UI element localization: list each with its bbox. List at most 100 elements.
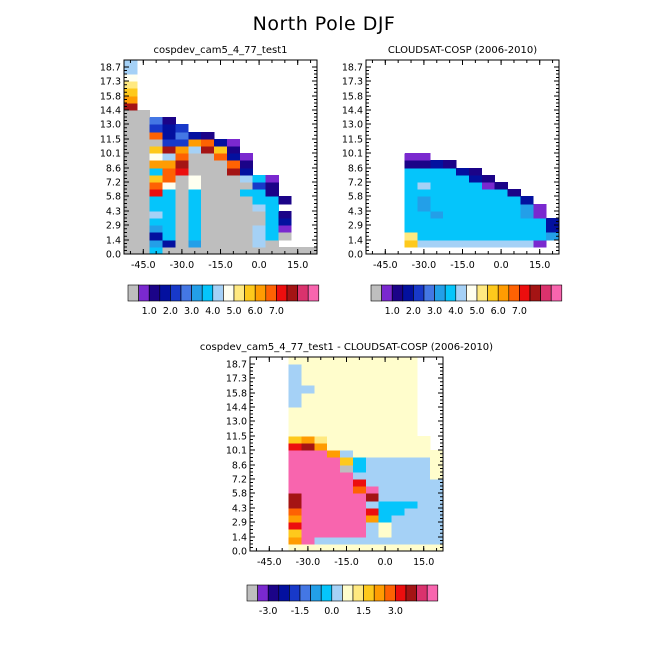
heatmap-cell — [175, 146, 189, 154]
heatmap-cell — [520, 211, 534, 219]
heatmap-cell — [352, 522, 367, 530]
heatmap-cell — [275, 515, 289, 523]
heatmap-cell — [404, 421, 418, 430]
heatmap-cell — [188, 132, 202, 140]
colorbar-box — [373, 584, 386, 602]
heatmap-cell — [456, 232, 470, 241]
heatmap-cell — [149, 146, 163, 154]
heatmap-cell — [391, 225, 405, 233]
heatmap-cell — [175, 153, 189, 161]
heatmap-cell — [443, 247, 457, 255]
heatmap-cell — [288, 400, 302, 408]
heatmap-cell — [352, 393, 367, 401]
heatmap-cell — [124, 81, 138, 89]
heatmap-cell — [391, 429, 405, 437]
heatmap-cell — [494, 240, 508, 248]
heatmap-cell — [275, 357, 289, 365]
colorbar-box — [529, 284, 541, 302]
heatmap-cell — [288, 529, 302, 538]
heatmap-cell — [378, 472, 392, 480]
heatmap-cell — [301, 436, 315, 444]
heatmap-cell — [404, 196, 418, 205]
heatmap-cell — [226, 204, 241, 212]
heatmap-cell — [327, 537, 341, 545]
heatmap-cell — [288, 364, 302, 372]
heatmap-cell — [314, 429, 328, 437]
heatmap-cell — [162, 196, 176, 205]
colorbar-box — [233, 284, 245, 302]
heatmap-panel-obs: CLOUDSAT-COSP (2006-2010) 0.0 1.4 2.9 4.3 5.8… — [342, 45, 560, 271]
heatmap-cell — [366, 247, 380, 255]
heatmap-cell — [314, 457, 328, 466]
heatmap-cell — [417, 465, 431, 473]
heatmap-cell — [301, 465, 315, 473]
heatmap-cell — [378, 429, 392, 437]
heatmap-cell — [391, 232, 405, 241]
heatmap-cell — [226, 247, 241, 255]
heatmap-cell — [533, 240, 547, 248]
heatmap-cell — [404, 211, 418, 219]
heatmap-cell — [124, 182, 138, 190]
heatmap-cell — [417, 196, 431, 205]
heatmap-cell — [239, 204, 254, 212]
heatmap-cell — [365, 378, 380, 386]
heatmap-cell — [301, 364, 315, 372]
colorbar-box — [363, 584, 375, 602]
heatmap-cell — [378, 522, 392, 530]
heatmap-cell — [378, 378, 392, 386]
heatmap-cell — [239, 225, 254, 233]
heatmap-cell — [404, 168, 418, 176]
heatmap-cell — [378, 160, 393, 169]
heatmap-cell — [340, 393, 354, 401]
heatmap-cell — [404, 529, 418, 538]
heatmap-cell — [288, 385, 302, 394]
heatmap-cell — [314, 450, 328, 458]
heatmap-cell — [188, 153, 202, 161]
heatmap-cell — [188, 168, 202, 176]
heatmap-cell — [124, 232, 138, 241]
heatmap-cell — [124, 88, 138, 97]
heatmap-cell — [201, 247, 215, 255]
heatmap-cell — [378, 110, 393, 118]
heatmap-cell — [301, 414, 315, 422]
colorbar-label: 1.0 — [385, 306, 400, 317]
colorbar-label: 6.0 — [491, 306, 506, 317]
heatmap-cell — [275, 537, 289, 545]
heatmap-cell — [301, 522, 315, 530]
heatmap-cell — [520, 204, 534, 212]
heatmap-cell — [262, 414, 277, 422]
heatmap-cell — [494, 196, 508, 205]
heatmap-cell — [278, 211, 292, 219]
heatmap-cell — [481, 204, 496, 212]
heatmap-cell — [226, 182, 241, 190]
y-tick-label: 8.6 — [106, 164, 121, 175]
heatmap-cell — [456, 204, 470, 212]
heatmap-cell — [275, 486, 289, 494]
colorbar-diff: -3.0 -1.5 0.0 1.5 3.0 — [246, 584, 439, 617]
heatmap-cell — [314, 414, 328, 422]
heatmap-cell — [175, 196, 189, 205]
heatmap-cell — [391, 74, 405, 82]
heatmap-cell — [250, 450, 264, 458]
heatmap-cell — [124, 153, 138, 161]
heatmap-cell — [417, 537, 431, 545]
heatmap-cell — [239, 232, 254, 241]
heatmap-cell — [214, 196, 228, 205]
heatmap-cell — [352, 364, 367, 372]
heatmap-cell — [262, 472, 277, 480]
y-tick-label: 5.8 — [348, 192, 363, 203]
y-tick-label: 2.9 — [348, 221, 363, 232]
colorbar-box — [370, 284, 382, 302]
heatmap-cell — [149, 175, 163, 183]
heatmap-cell — [481, 240, 496, 248]
heatmap-cell — [417, 240, 431, 248]
colorbar-box — [299, 584, 311, 602]
heatmap-cell — [136, 153, 151, 161]
heatmap-cell — [404, 465, 418, 473]
heatmap-cell — [149, 204, 163, 212]
heatmap-cell — [340, 378, 354, 386]
y-tick-label: 2.9 — [232, 518, 247, 529]
heatmap-cell — [314, 421, 328, 430]
heatmap-cell — [214, 225, 228, 233]
colorbar-box — [267, 584, 280, 602]
